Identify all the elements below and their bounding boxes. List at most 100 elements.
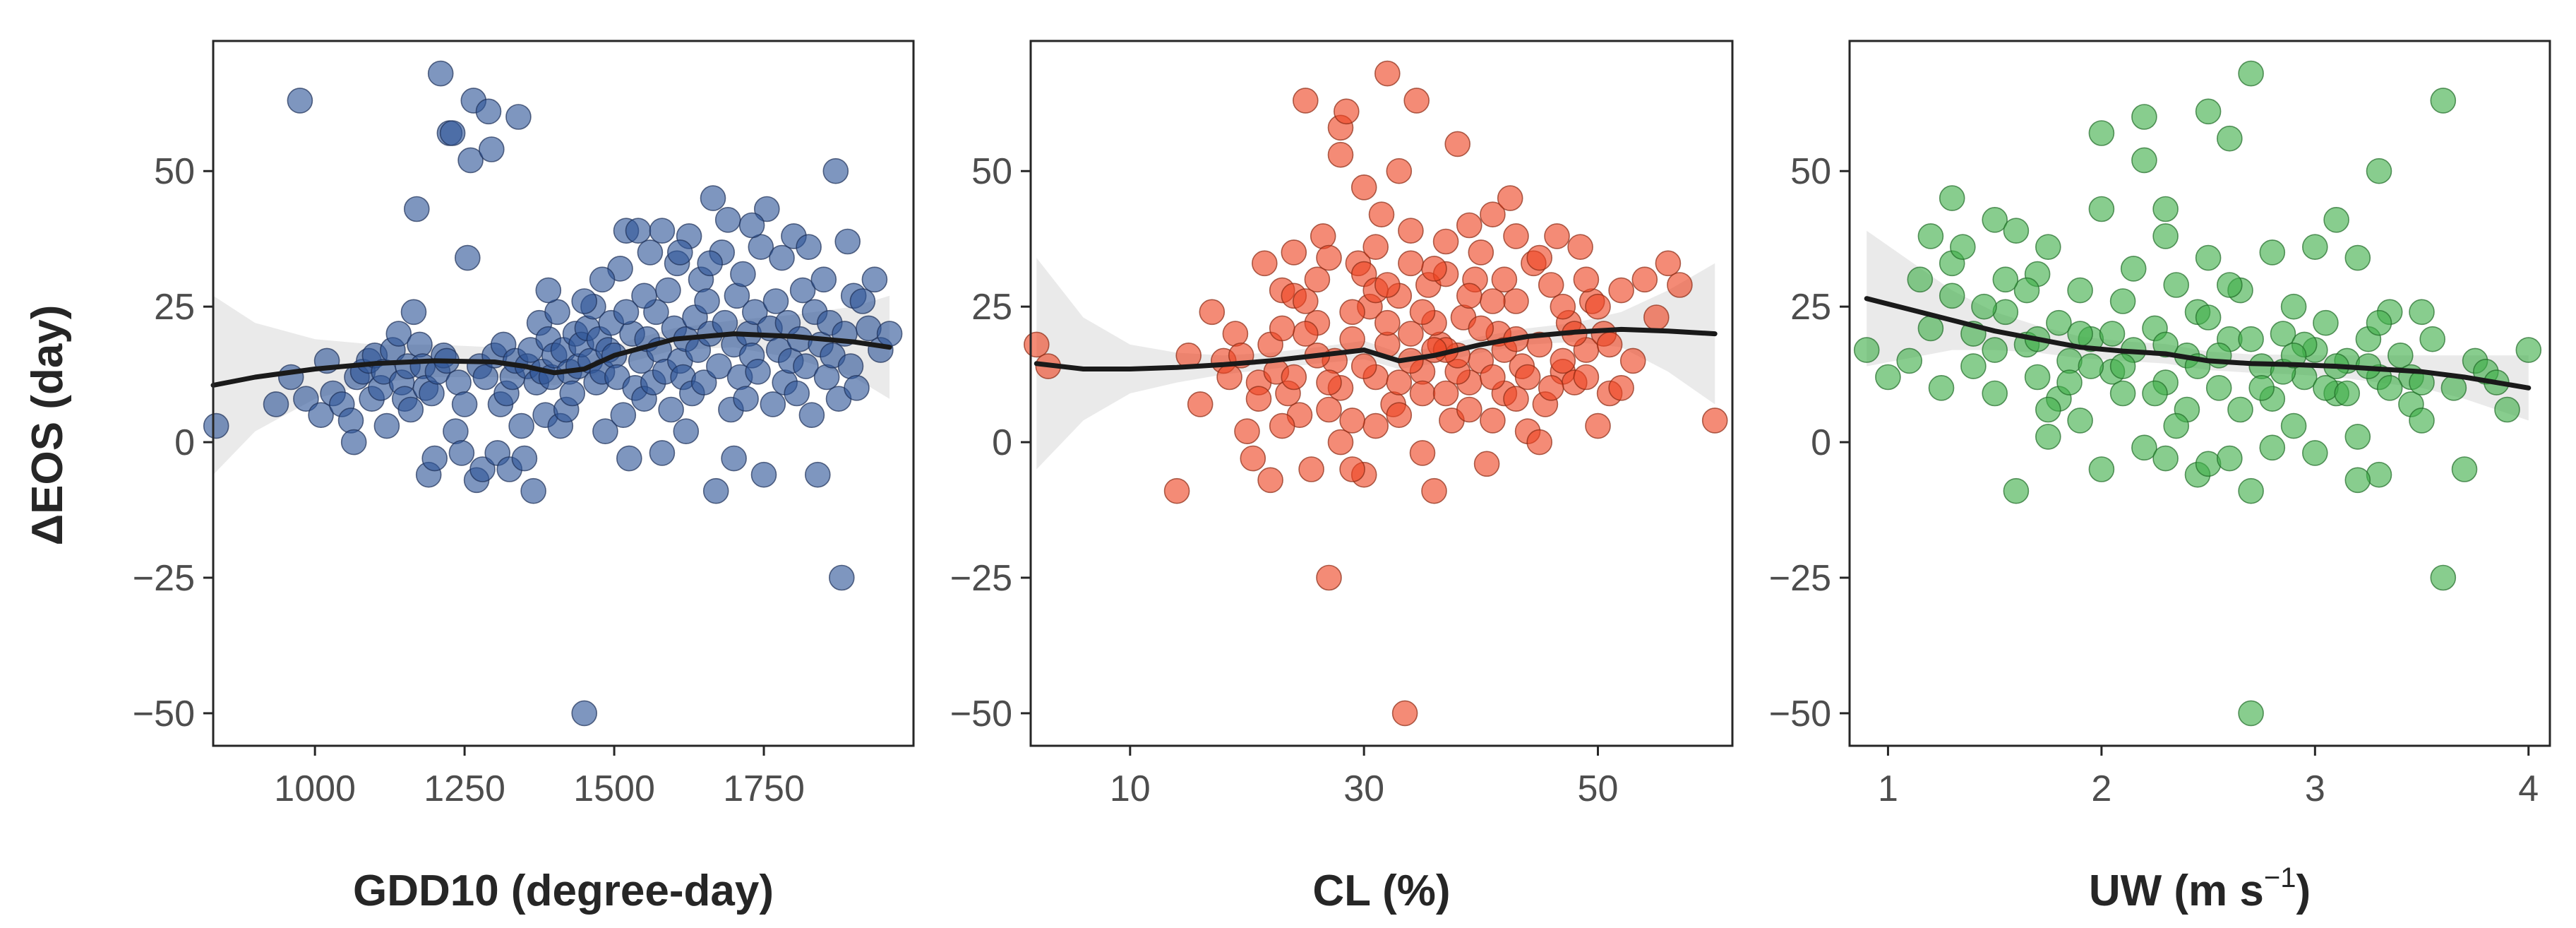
data-point xyxy=(451,391,478,417)
data-point xyxy=(2419,326,2445,352)
data-point xyxy=(2109,288,2136,314)
y-tick-label: 25 xyxy=(154,287,195,328)
data-point xyxy=(1917,223,1944,249)
data-point xyxy=(1456,212,1482,239)
data-point xyxy=(1480,364,1506,391)
data-point xyxy=(1339,326,1365,352)
data-point xyxy=(2451,456,2478,482)
smooth-fit-line xyxy=(210,331,892,388)
data-point xyxy=(1327,141,1354,168)
x-tick-label: 3 xyxy=(2305,768,2325,809)
x-axis-title-exponent: −1 xyxy=(2264,862,2296,893)
data-point xyxy=(631,282,657,309)
x-tick-label: 30 xyxy=(1343,768,1384,809)
data-point xyxy=(2259,239,2286,266)
data-point xyxy=(625,218,652,244)
data-point xyxy=(2238,477,2264,504)
data-point xyxy=(2430,564,2457,591)
data-point xyxy=(1432,228,1459,255)
data-point xyxy=(2334,380,2360,407)
y-tick-label: 0 xyxy=(992,422,1012,463)
data-point xyxy=(1293,88,1319,114)
x-tick-label: 1750 xyxy=(723,768,805,809)
data-point xyxy=(1281,364,1307,391)
data-point xyxy=(2217,272,2243,298)
data-point xyxy=(2302,440,2328,466)
y-tick-label: 0 xyxy=(1811,422,1831,463)
data-point xyxy=(472,364,499,391)
data-point xyxy=(505,104,532,130)
data-point xyxy=(1316,244,1342,271)
data-point xyxy=(1939,185,1965,211)
data-point xyxy=(1503,288,1529,314)
data-point xyxy=(1362,412,1389,439)
data-point xyxy=(2088,456,2115,482)
data-point xyxy=(1573,364,1600,391)
data-point xyxy=(2195,98,2222,125)
data-point xyxy=(448,440,475,466)
scatter-points xyxy=(1024,60,1728,727)
data-point xyxy=(1298,456,1324,482)
data-point xyxy=(535,277,562,304)
data-point xyxy=(2238,700,2264,727)
data-point xyxy=(2035,234,2061,261)
data-point xyxy=(308,402,334,429)
data-point xyxy=(1269,412,1295,439)
data-point xyxy=(457,147,484,174)
data-point xyxy=(1240,445,1266,472)
data-point xyxy=(1480,408,1506,434)
x-tick-label: 1000 xyxy=(274,768,356,809)
data-point xyxy=(1350,174,1377,201)
data-point xyxy=(2344,467,2371,494)
data-point xyxy=(2227,396,2253,423)
y-tick-label: 50 xyxy=(1790,151,1831,192)
data-point xyxy=(829,564,855,591)
data-point xyxy=(203,412,229,439)
data-point xyxy=(1526,244,1552,271)
data-point xyxy=(1701,408,1728,434)
data-point xyxy=(2056,347,2083,374)
data-point xyxy=(475,98,502,125)
panel-frame xyxy=(212,40,915,747)
data-point xyxy=(1608,374,1634,401)
data-point xyxy=(1386,157,1413,184)
data-point xyxy=(649,440,676,466)
data-point xyxy=(1503,223,1529,249)
data-point xyxy=(1316,396,1342,423)
data-point xyxy=(714,206,741,233)
data-point xyxy=(2046,309,2072,336)
data-point xyxy=(748,234,774,261)
data-point xyxy=(2152,223,2179,249)
data-point xyxy=(2302,234,2328,261)
data-point xyxy=(1473,451,1500,477)
data-point xyxy=(2270,321,2296,347)
data-point xyxy=(2313,374,2339,401)
data-point xyxy=(1853,337,1880,363)
data-point xyxy=(1573,266,1600,293)
data-point xyxy=(1222,321,1249,347)
confidence-band xyxy=(1036,258,1715,470)
data-point xyxy=(760,391,786,417)
data-point xyxy=(1304,266,1331,293)
y-tick-label: 25 xyxy=(1790,287,1831,328)
data-point xyxy=(1024,331,1050,358)
data-point xyxy=(2494,396,2520,423)
x-axis-title: UW (m s−1) xyxy=(2089,862,2311,915)
data-point xyxy=(2131,147,2157,174)
data-point xyxy=(769,244,795,271)
data-point xyxy=(1339,456,1365,482)
x-tick-label: 50 xyxy=(1578,768,1619,809)
data-point xyxy=(1398,218,1424,244)
data-point xyxy=(2409,408,2435,434)
y-tick-label: 50 xyxy=(971,151,1012,192)
data-point xyxy=(702,477,729,504)
panel-frame xyxy=(1848,40,2551,747)
data-point xyxy=(655,277,681,304)
data-point xyxy=(2067,408,2093,434)
data-point xyxy=(1456,282,1482,309)
data-point xyxy=(1950,234,1976,261)
data-point xyxy=(2120,256,2147,282)
data-point xyxy=(1374,309,1401,336)
data-point xyxy=(793,353,819,379)
data-point xyxy=(2131,104,2157,130)
